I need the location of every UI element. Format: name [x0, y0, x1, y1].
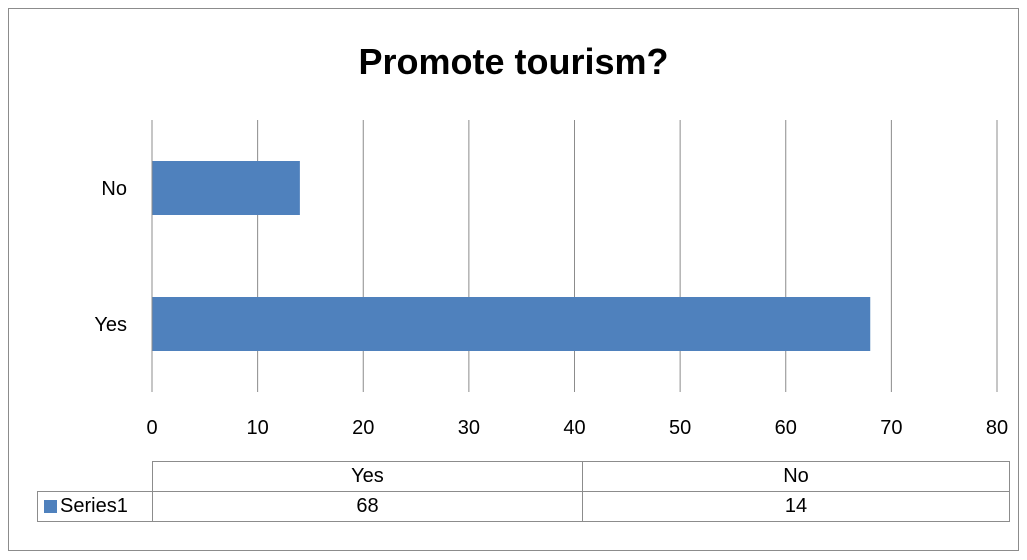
x-tick-label: 30: [458, 417, 480, 439]
x-tick-label: 20: [352, 417, 374, 439]
x-tick-label: 10: [247, 417, 269, 439]
value-axis-labels: 0 10 20 30 40 50 60 70 80: [146, 417, 1008, 439]
x-tick-label: 50: [669, 417, 691, 439]
legend-label: Series1: [60, 495, 128, 517]
category-axis-labels: Yes No: [94, 178, 127, 336]
x-tick-label: 40: [563, 417, 585, 439]
data-table: Yes No Series1 68 14: [37, 461, 1010, 522]
data-table-header-yes: Yes: [152, 461, 583, 492]
chart-title: Promote tourism?: [358, 41, 669, 82]
x-tick-label: 0: [146, 417, 157, 439]
x-tick-label: 70: [880, 417, 902, 439]
plot-area: Yes No 0 10 20 30 40 50 60 70 80: [94, 120, 1008, 439]
gridlines: [257, 120, 998, 392]
y-tick-label: Yes: [94, 314, 127, 336]
data-table-value-no: 14: [582, 491, 1010, 522]
bars: [152, 161, 871, 351]
y-tick-label: No: [101, 178, 127, 200]
legend-entry: Series1: [37, 491, 153, 522]
bar-no: [152, 161, 300, 215]
data-table-row: Series1 68 14: [37, 491, 1010, 522]
legend-key-swatch: [44, 500, 57, 513]
data-table-header-no: No: [582, 461, 1010, 492]
x-tick-label: 60: [775, 417, 797, 439]
bar-yes: [152, 297, 871, 351]
data-table-value-yes: 68: [152, 491, 583, 522]
chart-area: [8, 8, 1019, 551]
data-table-header-row: Yes No: [37, 461, 1010, 492]
x-tick-label: 80: [986, 417, 1008, 439]
data-table-corner: [37, 461, 153, 492]
